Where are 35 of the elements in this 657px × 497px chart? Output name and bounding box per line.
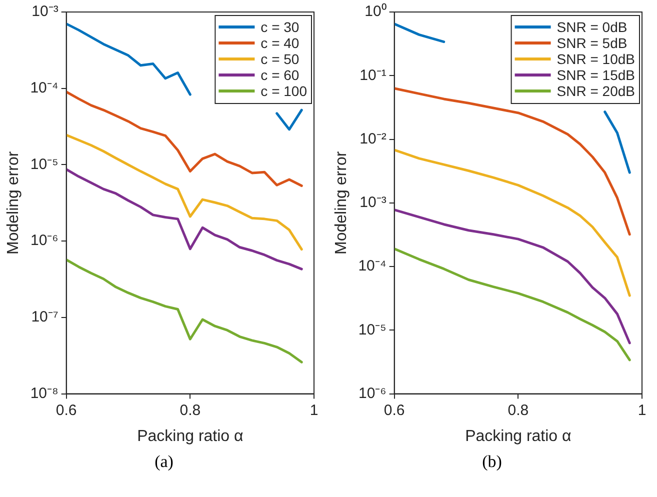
text: (b) [481,452,503,472]
y-tick-label: 10⁻⁵ [30,156,58,173]
legend-label: c = 30 [260,18,300,35]
legend-label: c = 100 [260,82,308,99]
y-tick-label: 10⁻⁷ [31,308,58,326]
y-tick-label: 10⁰ [364,3,386,20]
legend-label: c = 50 [260,50,300,67]
y-axis-title: Modeling error [333,150,350,254]
legend-label: SNR = 0dB [556,18,628,35]
legend-label: SNR = 5dB [556,34,628,51]
x-tick-label: 0.6 [384,402,405,419]
x-tick-label: 1 [310,402,318,419]
legend-label: SNR = 10dB [556,50,636,67]
y-tick-label: 10⁻⁶ [30,232,58,250]
y-tick-label: 10⁻⁸ [30,384,58,402]
x-tick-label: 0.6 [56,402,77,419]
y-tick-label: 10⁻² [360,130,386,148]
y-tick-label: 10⁻⁵ [358,321,386,338]
y-axis-title: Modeling error [5,150,22,254]
x-tick-label: 0.8 [508,402,529,419]
y-tick-label: 10⁻³ [360,194,386,212]
y-tick-label: 10⁻³ [32,3,58,20]
legend-label: SNR = 20dB [556,82,636,99]
y-tick-label: 10⁻¹ [360,66,386,84]
legend-label: c = 40 [260,34,300,51]
x-axis-title: Packing ratio α [465,428,572,445]
x-axis-title: Packing ratio α [137,428,244,445]
legend-label: SNR = 15dB [556,66,636,83]
text: (a) [154,452,174,472]
x-tick-label: 0.8 [180,402,201,419]
y-tick-label: 10⁻⁴ [30,80,58,96]
legend-label: c = 60 [260,66,300,83]
y-tick-label: 10⁻⁴ [358,258,386,275]
x-tick-label: 1 [638,402,646,419]
y-tick-label: 10⁻⁶ [358,384,386,402]
